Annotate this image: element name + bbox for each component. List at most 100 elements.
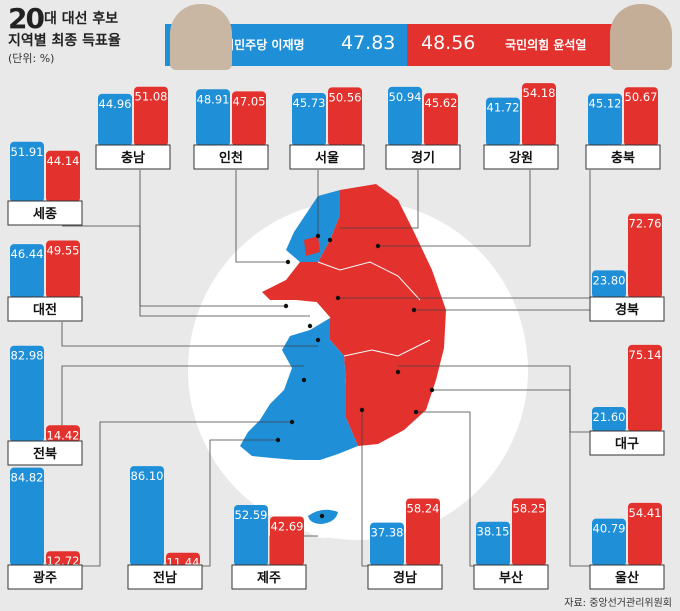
region-dot (289, 419, 295, 425)
value-label-blue: 82.98 (11, 349, 44, 363)
map-blue-west (240, 318, 358, 460)
region-name: 대전 (33, 302, 57, 318)
region-name: 세종 (33, 207, 57, 222)
region-1: 48.91 47.05 인천 (193, 89, 269, 170)
region-name: 강원 (509, 150, 533, 166)
region-dot (335, 295, 341, 301)
value-label-blue: 45.73 (293, 96, 326, 110)
region-dots (275, 233, 435, 519)
bar-red (512, 498, 546, 566)
value-label-blue: 51.91 (11, 145, 44, 159)
region-name: 전북 (33, 446, 57, 462)
region-dot (285, 259, 291, 265)
title-line-2: 지역별 최종 득표율 (8, 33, 121, 49)
value-label-red: 50.67 (625, 90, 658, 104)
region-name: 전남 (153, 570, 177, 586)
region-dot (275, 437, 281, 443)
region-8: 23.80 72.76 경북 (589, 213, 665, 322)
value-label-blue: 41.72 (487, 101, 520, 115)
candidate-right-pct: 48.56 (421, 32, 476, 54)
value-label-blue: 52.59 (235, 508, 268, 522)
bar-blue (10, 244, 44, 298)
unit-label: (단위: %) (8, 52, 55, 65)
value-label-red: 47.05 (233, 94, 266, 108)
bar-blue (370, 522, 404, 566)
region-name: 인천 (219, 150, 243, 166)
leader-line (235, 170, 288, 263)
region-dot (359, 407, 365, 413)
leader-line (432, 389, 592, 567)
region-label-box (589, 564, 665, 590)
bar-blue (292, 92, 326, 146)
candidate-left-pct: 47.83 (341, 32, 396, 54)
region-7: 46.44 49.55 대전 (7, 240, 83, 322)
bar-red (46, 551, 80, 566)
region-name: 충남 (121, 150, 145, 166)
region-name: 경북 (615, 302, 639, 318)
bar-blue (10, 345, 44, 442)
header: 20 대 대선 후보 지역별 최종 득표율 (단위: %) 더불어민주당 이재명… (0, 0, 680, 72)
region-name: 대구 (615, 437, 639, 452)
region-dot (395, 369, 401, 375)
region-label-box (589, 430, 665, 456)
value-label-blue: 44.96 (99, 97, 132, 111)
bar-blue (592, 270, 626, 298)
candidate-right-name: 국민의힘 윤석열 (505, 38, 587, 52)
region-label-box (7, 440, 83, 466)
leader-line (61, 322, 318, 347)
bar-red (406, 498, 440, 566)
map-borders (315, 261, 431, 357)
bar-red (232, 91, 266, 146)
region-2: 45.73 50.56 서울 (289, 87, 365, 170)
bar-red (628, 344, 662, 432)
region-3: 50.94 45.62 경기 (385, 86, 461, 170)
region-name: 제주 (257, 571, 281, 586)
region-label-box (231, 564, 307, 590)
korea-map (240, 184, 446, 524)
leader-line (61, 365, 304, 442)
bar-blue (10, 467, 44, 566)
region-label-box (473, 564, 549, 590)
map-red-seoul (304, 236, 320, 256)
region-label-box (289, 144, 365, 170)
region-label-box (367, 564, 443, 590)
region-dot (315, 337, 321, 343)
value-label-red: 54.41 (629, 506, 662, 520)
region-dot (413, 409, 419, 415)
region-label-box (193, 144, 269, 170)
region-label-box (385, 144, 461, 170)
region-dot (411, 307, 417, 313)
value-label-blue: 38.15 (477, 525, 510, 539)
bar-blue (592, 518, 626, 566)
title-number: 20 (8, 2, 45, 35)
bar-blue (10, 141, 44, 202)
value-label-blue: 37.38 (371, 526, 404, 540)
region-name: 충북 (611, 150, 635, 166)
leader-lines (61, 170, 592, 567)
region-label-box (7, 200, 83, 226)
title-line-1: 대 대선 후보 (44, 11, 119, 27)
region-dot (327, 237, 333, 243)
region-name: 광주 (33, 571, 57, 586)
bar-red (628, 502, 662, 566)
region-5: 45.12 50.67 충북 (585, 87, 661, 170)
region-name: 서울 (315, 150, 339, 166)
region-dot (429, 387, 435, 393)
region-label-box (585, 144, 661, 170)
bar-blue (388, 86, 422, 146)
bar-blue (98, 93, 132, 146)
value-label-red: 42.69 (271, 519, 304, 533)
value-label-blue: 45.12 (589, 97, 622, 111)
value-label-red: 72.76 (629, 217, 662, 231)
region-label-box (483, 144, 559, 170)
region-dot (307, 323, 313, 329)
region-label-box (589, 296, 665, 322)
bar-red (46, 150, 80, 202)
